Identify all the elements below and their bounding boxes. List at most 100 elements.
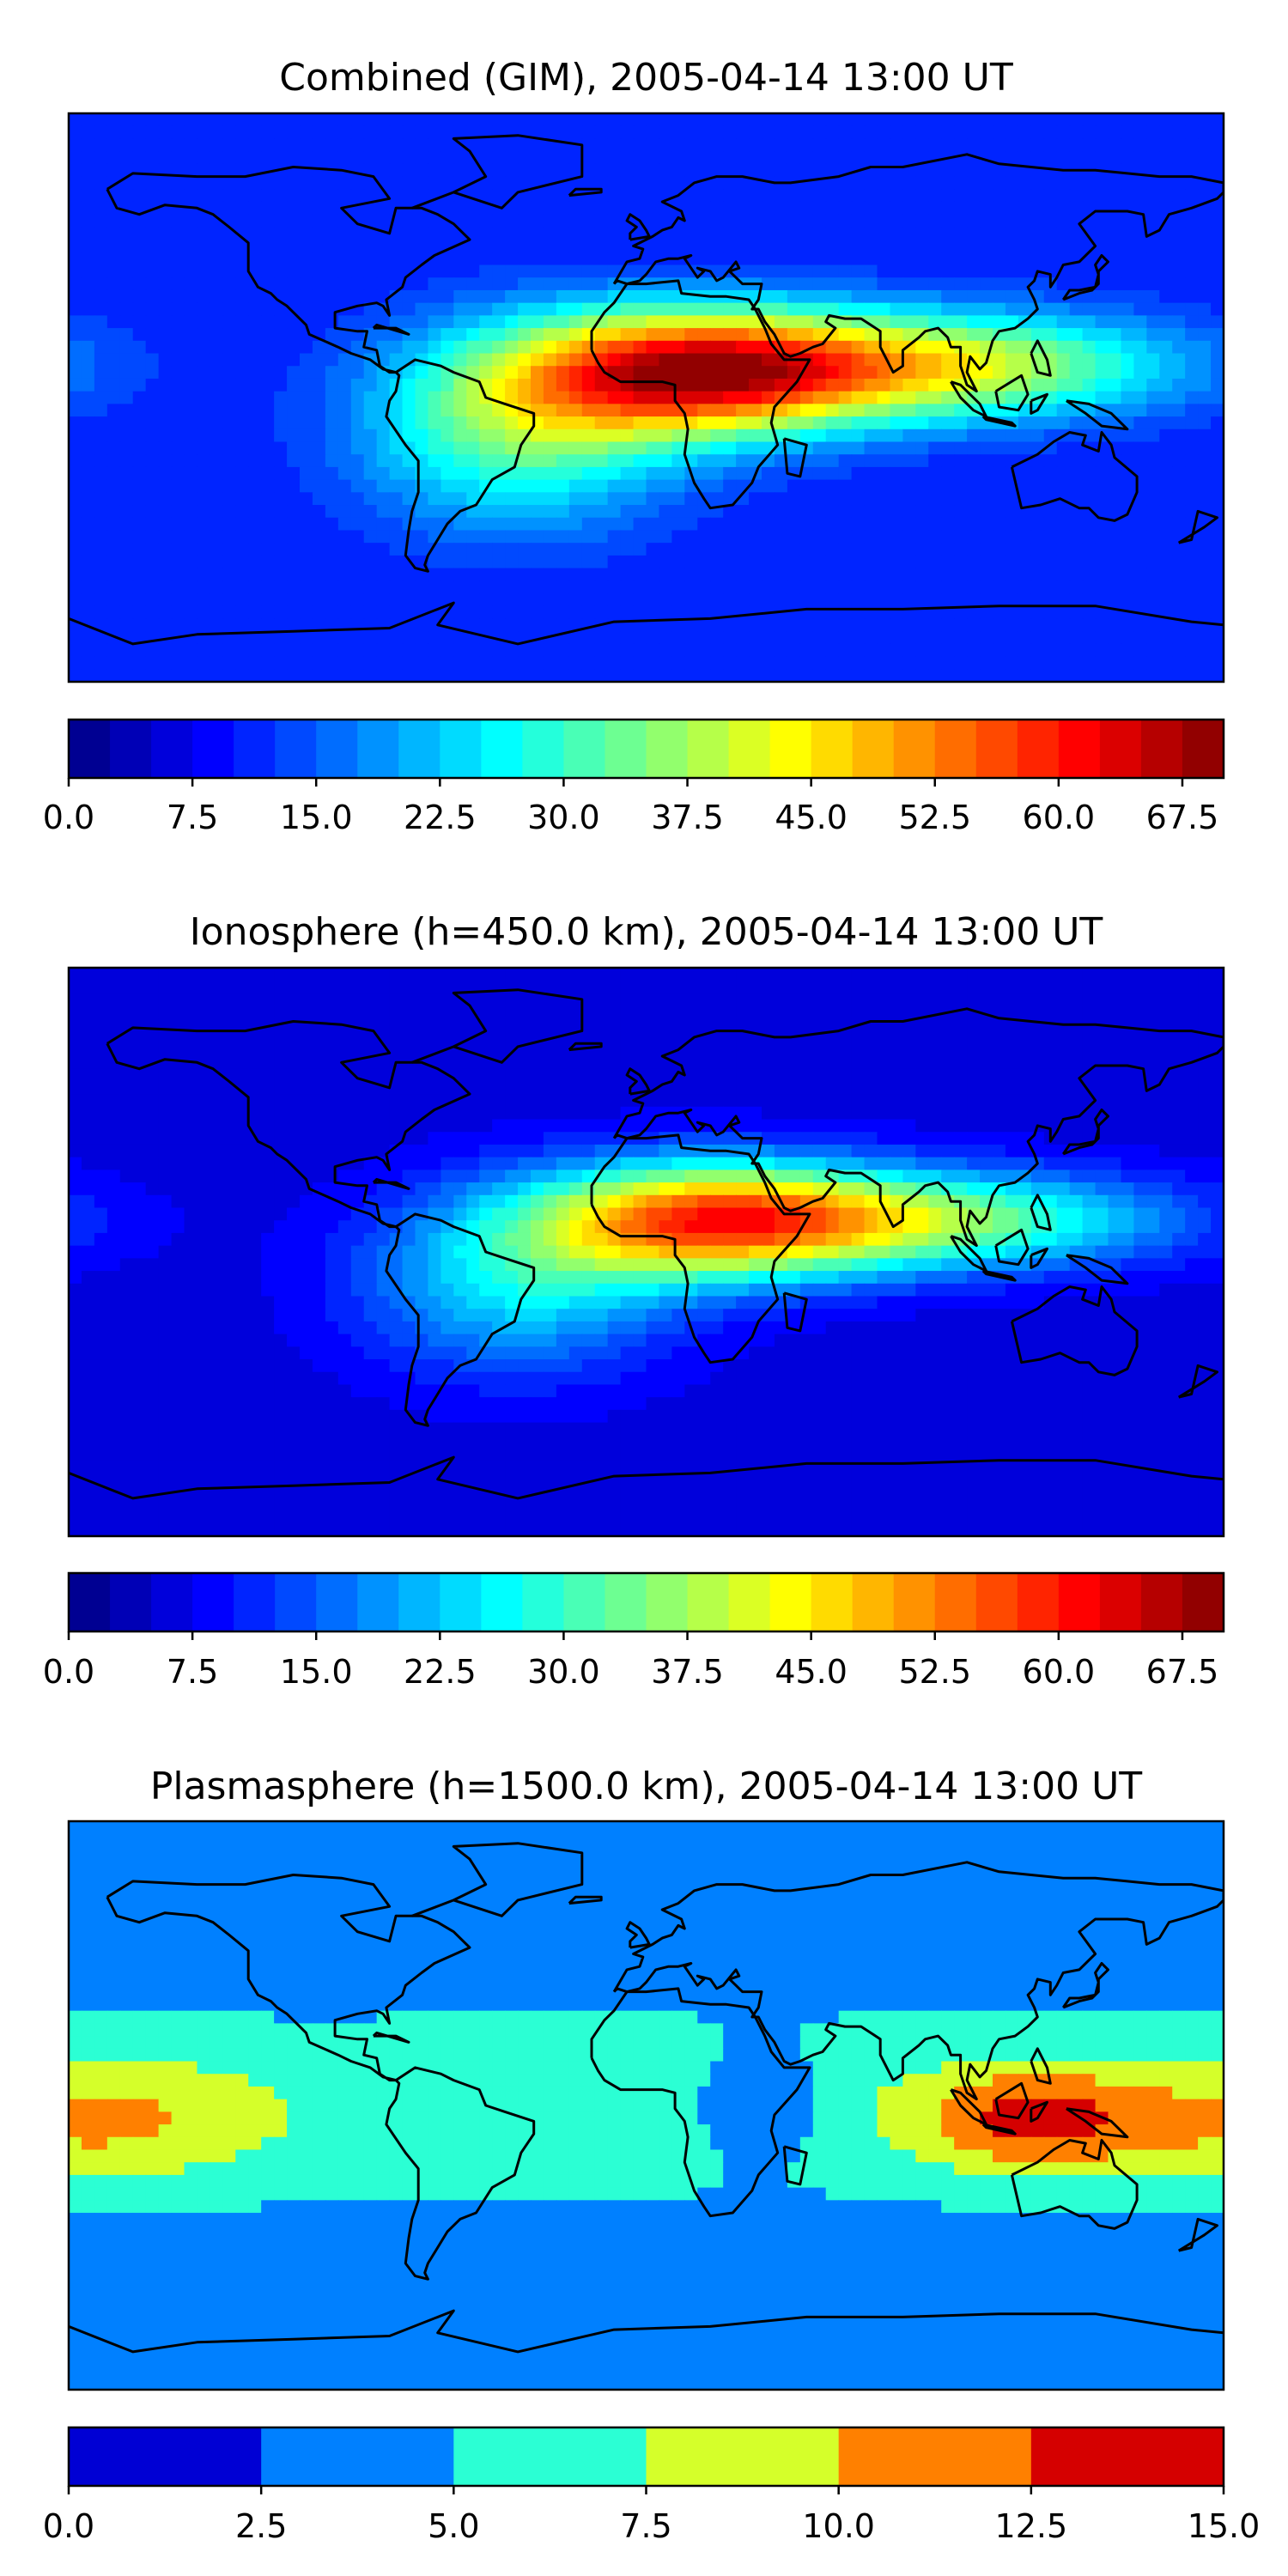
heatmap-cell [106,517,121,532]
heatmap-cell [428,669,441,682]
heatmap-cell [749,252,762,266]
heatmap-cell [967,416,981,430]
heatmap-cell [710,568,724,581]
heatmap-cell [1043,240,1058,253]
heatmap-cell [210,593,223,607]
heatmap-cell [1121,656,1134,670]
heatmap-cell [928,353,942,367]
heatmap-cell [453,466,467,481]
heatmap-cell [337,366,352,380]
heatmap-cell [531,428,544,443]
heatmap-cell [967,631,981,645]
heatmap-cell [389,568,404,581]
heatmap-cell [531,240,544,253]
heatmap-cell [479,289,493,304]
heatmap-cell [877,366,891,380]
heatmap-cell [954,454,968,468]
heatmap-cell [261,125,275,140]
heatmap-cell [325,328,339,342]
heatmap-cell [671,163,685,178]
heatmap-cell [543,1068,557,1082]
heatmap-cell [671,302,685,316]
heatmap-cell [1018,993,1032,1006]
heatmap-cell [954,277,968,291]
heatmap-cell [466,1055,480,1070]
heatmap-cell [235,1068,249,1082]
heatmap-cell [1082,125,1097,140]
heatmap-cell [697,428,711,443]
heatmap-cell [774,264,788,278]
heatmap-cell [81,517,95,532]
heatmap-cell [941,302,955,316]
heatmap-cell [350,555,365,569]
heatmap-cell [235,980,249,994]
heatmap-cell [81,113,95,127]
heatmap-cell [787,441,801,455]
heatmap-cell [466,517,480,532]
heatmap-cell [389,605,404,620]
heatmap-cell [671,264,685,278]
heatmap-cell [428,428,441,443]
heatmap-cell [492,517,506,532]
heatmap-cell [825,568,840,581]
heatmap-cell [376,492,391,506]
heatmap-cell [671,340,685,355]
heatmap-cell [1043,1043,1058,1057]
heatmap-cell [337,252,352,266]
heatmap-cell [197,151,210,165]
heatmap-cell [1005,277,1019,291]
heatmap-cell [518,968,532,981]
heatmap-cell [119,517,134,532]
heatmap-cell [453,555,467,569]
heatmap-cell [440,138,454,152]
heatmap-cell [1069,416,1084,430]
heatmap-cell [1146,543,1160,556]
heatmap-cell [723,631,737,645]
heatmap-cell [659,151,672,165]
coastline [981,415,1017,428]
heatmap-cell [453,151,467,165]
heatmap-cell [762,264,775,278]
heatmap-cell [518,1081,532,1095]
heatmap-cell [376,517,391,532]
heatmap-cell [518,492,532,506]
heatmap-cell [877,227,891,240]
heatmap-cell [774,289,788,304]
heatmap-cell [402,1081,416,1095]
map-frame [67,112,1225,683]
heatmap-cell [659,517,672,532]
heatmap-cell [568,125,583,140]
heatmap-cell [119,968,134,981]
heatmap-cell [145,555,160,569]
heatmap-cell [235,328,249,342]
heatmap-cell [81,227,95,240]
heatmap-cell [1030,201,1045,216]
heatmap-cell [479,643,493,658]
heatmap-cell [312,189,326,203]
heatmap-cell [1146,1043,1160,1057]
heatmap-cell [531,328,544,342]
heatmap-cell [119,656,134,670]
heatmap-cell [1005,252,1019,266]
heatmap-cell [1159,568,1173,581]
heatmap-cell [762,1055,775,1070]
heatmap-cell [633,555,647,569]
heatmap-cell [119,568,134,581]
heatmap-cell [799,428,814,443]
heatmap-cell [119,1005,134,1019]
heatmap-cell [363,366,378,380]
heatmap-cell [762,1043,775,1057]
heatmap-cell [787,580,801,594]
heatmap-cell [877,968,891,981]
heatmap-cell [1043,593,1058,607]
heatmap-cell [428,1005,441,1019]
heatmap-cell [1095,138,1109,152]
heatmap-cell [954,113,968,127]
heatmap-cell [568,631,583,645]
heatmap-cell [1185,252,1199,266]
heatmap-cell [389,631,404,645]
heatmap-cell [710,302,724,316]
heatmap-cell [954,138,968,152]
heatmap-cell [1121,968,1134,981]
heatmap-cell [864,580,878,594]
